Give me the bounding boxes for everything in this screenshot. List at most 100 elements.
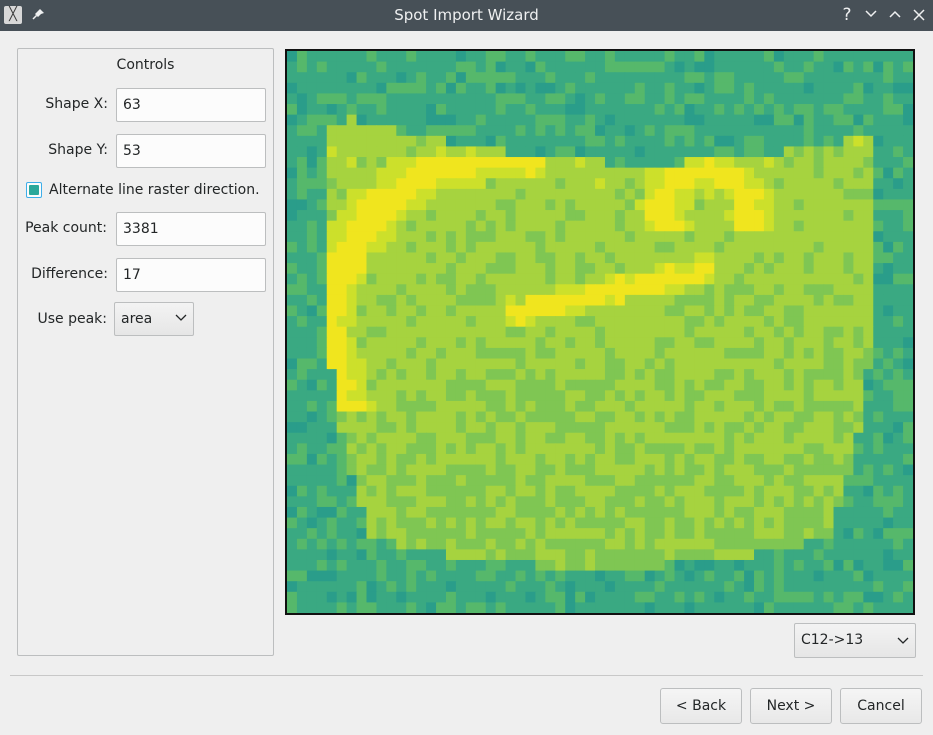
heatmap-pixel bbox=[535, 517, 546, 529]
heatmap-pixel bbox=[604, 559, 616, 572]
next-button[interactable]: Next > bbox=[750, 688, 832, 724]
heatmap-pixel bbox=[883, 549, 894, 561]
heatmap-pixel bbox=[843, 135, 854, 148]
heatmap-pixel bbox=[287, 453, 298, 466]
heatmap-pixel bbox=[614, 443, 626, 455]
heatmap-pixel bbox=[575, 199, 586, 211]
cancel-button[interactable]: Cancel bbox=[840, 688, 922, 724]
heatmap-pixel bbox=[783, 411, 795, 423]
heatmap-pixel bbox=[366, 358, 378, 370]
heatmap-pixel bbox=[634, 188, 646, 201]
heatmap-pixel bbox=[336, 188, 348, 201]
pin-icon[interactable] bbox=[32, 6, 46, 24]
heatmap-pixel bbox=[585, 252, 596, 264]
heatmap-pixel bbox=[813, 252, 825, 264]
heatmap-pixel bbox=[475, 464, 487, 476]
heatmap-pixel bbox=[326, 538, 338, 550]
heatmap-pixel bbox=[853, 199, 864, 211]
heatmap-pixel bbox=[287, 475, 298, 487]
heatmap-pixel bbox=[545, 326, 556, 338]
heatmap-pixel bbox=[674, 294, 686, 307]
use-peak-select[interactable]: area bbox=[114, 302, 194, 336]
heatmap-pixel bbox=[436, 104, 447, 116]
heatmap-pixel bbox=[316, 326, 328, 338]
heatmap-pixel bbox=[366, 581, 378, 593]
heatmap-pixel bbox=[763, 464, 775, 476]
heatmap-pixel bbox=[386, 157, 397, 169]
heatmap-pixel bbox=[356, 263, 368, 275]
close-button[interactable] bbox=[908, 4, 930, 26]
heatmap-pixel bbox=[565, 581, 576, 593]
heatmap-canvas bbox=[287, 51, 913, 613]
heatmap-pixel bbox=[883, 210, 894, 222]
heatmap-pixel bbox=[853, 61, 864, 73]
heatmap-pixel bbox=[396, 506, 407, 519]
heatmap-pixel bbox=[863, 528, 874, 540]
shape-y-input[interactable] bbox=[116, 134, 266, 168]
heatmap-pixel bbox=[694, 188, 705, 201]
heatmap-pixel bbox=[674, 326, 686, 338]
heatmap-pixel bbox=[694, 178, 705, 190]
help-button[interactable]: ? bbox=[842, 5, 852, 25]
heatmap-pixel bbox=[376, 453, 387, 466]
heatmap-pixel bbox=[823, 188, 835, 201]
spot-heatmap[interactable] bbox=[285, 49, 915, 615]
heatmap-pixel bbox=[316, 485, 328, 497]
heatmap-pixel bbox=[336, 581, 348, 593]
heatmap-pixel bbox=[426, 316, 437, 328]
minimize-button[interactable] bbox=[860, 4, 882, 26]
heatmap-pixel bbox=[664, 464, 676, 476]
heatmap-pixel bbox=[406, 347, 417, 360]
heatmap-pixel bbox=[833, 199, 845, 211]
heatmap-pixel bbox=[376, 559, 387, 572]
heatmap-pixel bbox=[823, 358, 835, 370]
heatmap-pixel bbox=[813, 263, 825, 275]
heatmap-pixel bbox=[724, 241, 735, 254]
back-button[interactable]: < Back bbox=[660, 688, 742, 724]
heatmap-pixel bbox=[485, 559, 497, 572]
shape-x-input[interactable] bbox=[116, 88, 266, 122]
alternate-raster-label[interactable]: Alternate line raster direction. bbox=[49, 182, 260, 198]
heatmap-pixel bbox=[416, 199, 427, 211]
heatmap-pixel bbox=[754, 432, 765, 444]
heatmap-pixel bbox=[416, 432, 427, 444]
heatmap-pixel bbox=[634, 506, 646, 519]
heatmap-pixel bbox=[436, 72, 447, 84]
channel-select[interactable]: C12->13 bbox=[794, 623, 916, 658]
heatmap-pixel bbox=[734, 443, 745, 455]
alternate-raster-checkbox[interactable] bbox=[26, 182, 42, 198]
heatmap-pixel bbox=[416, 241, 427, 254]
heatmap-pixel bbox=[515, 581, 527, 593]
heatmap-pixel bbox=[604, 411, 616, 423]
heatmap-pixel bbox=[604, 496, 616, 508]
heatmap-pixel bbox=[694, 273, 705, 285]
heatmap-pixel bbox=[853, 305, 864, 317]
heatmap-pixel bbox=[724, 464, 735, 476]
heatmap-pixel bbox=[465, 379, 477, 391]
heatmap-pixel bbox=[406, 125, 417, 137]
heatmap-pixel bbox=[704, 538, 715, 550]
heatmap-pixel bbox=[863, 496, 874, 508]
heatmap-pixel bbox=[426, 443, 437, 455]
heatmap-pixel bbox=[287, 326, 298, 338]
peak-count-input[interactable] bbox=[116, 212, 266, 246]
heatmap-pixel bbox=[654, 528, 666, 540]
heatmap-pixel bbox=[396, 294, 407, 307]
heatmap-pixel bbox=[287, 263, 298, 275]
heatmap-pixel bbox=[406, 506, 417, 519]
maximize-button[interactable] bbox=[884, 4, 906, 26]
heatmap-pixel bbox=[356, 369, 368, 381]
heatmap-pixel bbox=[565, 104, 576, 116]
heatmap-pixel bbox=[326, 72, 338, 84]
heatmap-pixel bbox=[555, 538, 566, 550]
heatmap-pixel bbox=[565, 114, 576, 126]
heatmap-pixel bbox=[664, 284, 676, 296]
difference-input[interactable] bbox=[116, 258, 266, 292]
heatmap-pixel bbox=[485, 51, 497, 63]
heatmap-pixel bbox=[406, 400, 417, 413]
heatmap-pixel bbox=[664, 135, 676, 148]
heatmap-pixel bbox=[644, 464, 656, 476]
heatmap-pixel bbox=[475, 231, 487, 243]
heatmap-pixel bbox=[833, 506, 845, 519]
heatmap-pixel bbox=[406, 411, 417, 423]
